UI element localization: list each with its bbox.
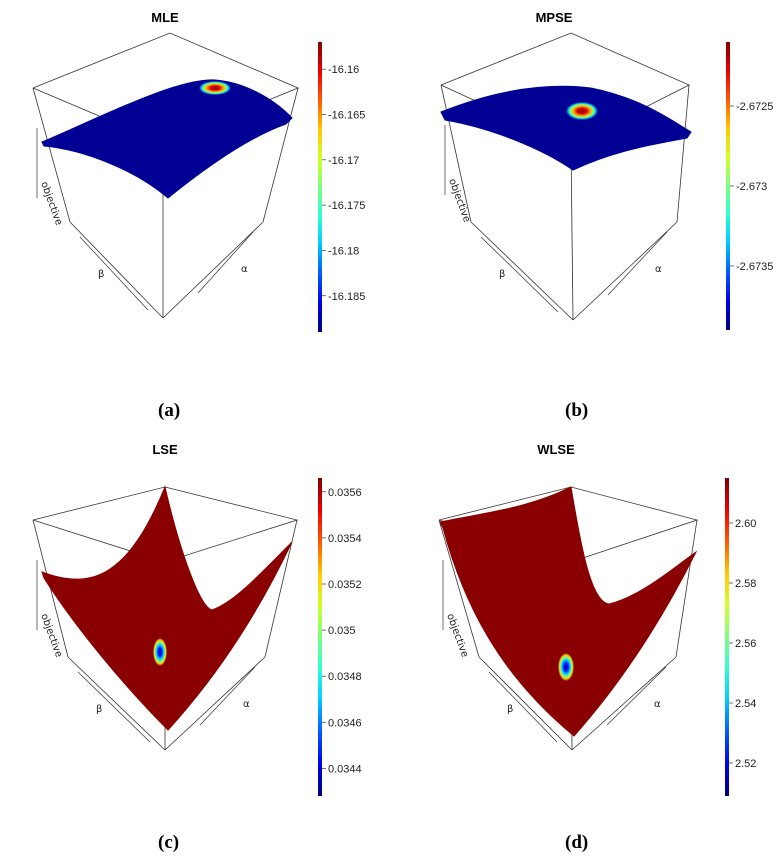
colorbar-tick-label: 2.54 <box>735 698 756 710</box>
alpha-axis-label: α <box>243 699 250 710</box>
colorbar-tick-label: -16.17 <box>328 155 359 167</box>
panel-caption: (d) <box>565 832 589 853</box>
box-edge-right <box>675 519 698 658</box>
objective-surface <box>440 85 692 171</box>
box-edge-left <box>32 87 71 223</box>
z-axis-label: objective <box>446 177 472 224</box>
colorbar-tick-label: 2.60 <box>735 518 756 530</box>
beta-axis-label: β <box>499 269 505 280</box>
colorbar-tick-label: 2.58 <box>735 578 756 590</box>
panel-mpse: MPSE objective β α -2.6725 -2.673 -2.6735 (b) <box>391 0 781 431</box>
optimum-region <box>558 653 574 681</box>
optimum-region <box>153 638 167 666</box>
plot-title: WLSE <box>537 442 575 457</box>
beta-axis-label: β <box>96 704 102 715</box>
surface-plot: WLSE objective β α 2.60 2.58 2.56 2.54 2.52 <box>438 442 756 796</box>
colorbar-tick-label: -2.6735 <box>736 261 773 273</box>
plot-title: MLE <box>151 10 179 25</box>
colorbar-tick-label: -16.18 <box>328 245 359 257</box>
z-axis-label: objective <box>38 612 64 659</box>
alpha-axis-arrow <box>607 231 668 296</box>
colorbar <box>725 478 729 796</box>
alpha-axis-label: α <box>654 699 661 710</box>
colorbar-tick-label: 2.52 <box>735 758 756 770</box>
box-edge-front-right <box>572 221 678 321</box>
objective-surface <box>41 485 293 731</box>
box-edge-front-left <box>67 656 166 751</box>
panel-lse: LSE objective β α 0.0356 0.0354 0.0352 0.035 0.0… <box>0 432 390 863</box>
alpha-axis-arrow <box>197 231 254 294</box>
box-edge-right <box>264 519 298 658</box>
panel-caption: (b) <box>565 400 589 421</box>
z-axis-label: objective <box>444 612 470 659</box>
box-edge-left <box>440 84 472 223</box>
alpha-axis-arrow <box>199 666 256 726</box>
colorbar-tick-label: 2.56 <box>735 638 756 650</box>
colorbar-tick-label: -2.673 <box>736 181 767 193</box>
panel-caption: (a) <box>158 400 181 421</box>
colorbar-tick-label: 0.0348 <box>328 671 362 683</box>
optimum-region <box>199 81 231 95</box>
beta-axis-label: β <box>98 269 104 280</box>
beta-axis-arrow <box>488 671 558 743</box>
plot-title: MPSE <box>536 10 573 25</box>
objective-surface <box>41 79 293 199</box>
box-edge-front-left <box>478 656 573 751</box>
beta-axis-label: β <box>507 704 513 715</box>
colorbar-tick-label: -16.165 <box>328 110 365 122</box>
box-edge-front-right <box>162 221 264 319</box>
colorbar <box>318 42 322 332</box>
colorbar-tick-label: 0.035 <box>328 625 356 637</box>
surface-plot: MPSE objective β α -2.6725 -2.673 -2.6735 <box>440 10 773 330</box>
colorbar-tick-label: -2.6725 <box>736 101 773 113</box>
objective-surface <box>439 486 698 737</box>
box-edge-front-right <box>164 656 266 751</box>
colorbar-tick-label: 0.0356 <box>328 487 362 499</box>
box-edge-front-right <box>571 656 677 751</box>
panel-wlse: WLSE objective β α 2.60 2.58 2.56 2.54 2.52 (d) <box>391 432 781 863</box>
plot-title: LSE <box>152 442 178 457</box>
box-edge-left <box>438 519 480 658</box>
colorbar <box>726 42 730 330</box>
panel-caption: (c) <box>158 832 180 853</box>
surface-plot: LSE objective β α 0.0356 0.0354 0.0352 0.035 0.0… <box>32 442 362 796</box>
colorbar-tick-label: 0.0346 <box>328 717 362 729</box>
beta-axis-arrow <box>480 236 559 313</box>
box-edge-front-left <box>470 221 574 321</box>
box-edge-right <box>676 84 690 223</box>
colorbar-tick-label: -16.16 <box>328 64 359 76</box>
box-edge-vertical <box>570 144 574 321</box>
optimum-region <box>566 102 598 120</box>
colorbar-tick-label: 0.0352 <box>328 579 362 591</box>
colorbar-tick-label: -16.175 <box>328 200 365 212</box>
box-edge-right <box>262 87 299 223</box>
box-edge-front-left <box>69 221 164 319</box>
alpha-axis-arrow <box>606 666 667 726</box>
colorbar-tick-label: 0.0354 <box>328 533 362 545</box>
beta-axis-arrow <box>77 671 151 743</box>
colorbar-tick-label: 0.0344 <box>328 763 362 775</box>
colorbar-tick-label: -16.185 <box>328 291 365 303</box>
beta-axis-arrow <box>79 236 149 311</box>
panel-mle: MLE objective β α -16.16 -16.165 -16.17 -16.175… <box>0 0 390 431</box>
alpha-axis-label: α <box>655 264 662 275</box>
colorbar <box>318 478 322 796</box>
alpha-axis-label: α <box>241 264 248 275</box>
